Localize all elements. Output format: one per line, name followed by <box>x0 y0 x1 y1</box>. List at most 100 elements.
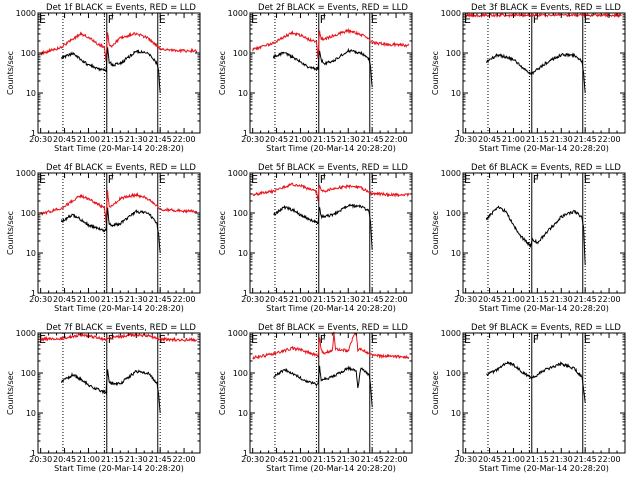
x-tick-label: 20:45 <box>478 455 501 464</box>
y-axis-title: Counts/sec <box>431 51 440 95</box>
x-tick-label: 22:00 <box>385 455 408 464</box>
panel-title: Det 5f BLACK = Events, RED = LLD <box>258 163 408 173</box>
events-series-line <box>60 207 161 254</box>
panel-title: Det 7f BLACK = Events, RED = LLD <box>46 323 196 333</box>
x-axis-title: Start Time (20-Mar-14 20:28:20) <box>54 464 184 473</box>
x-tick-label: 20:45 <box>478 135 501 144</box>
y-tick-label: 1000 <box>441 9 461 18</box>
time-marker-label: E <box>251 13 258 26</box>
y-tick-label: 1000 <box>228 9 248 18</box>
y-tick-label: 1000 <box>16 169 36 178</box>
events-series-line <box>60 369 161 414</box>
x-tick-label: 20:30 <box>29 455 52 464</box>
y-tick-label: 1000 <box>16 9 36 18</box>
x-tick-label: 21:45 <box>149 455 172 464</box>
x-tick-label: 21:00 <box>77 295 100 304</box>
y-tick-label: 10 <box>451 89 461 98</box>
x-tick-label: 21:45 <box>361 455 384 464</box>
x-tick-label: 20:30 <box>29 295 52 304</box>
time-marker-label: F <box>320 333 326 346</box>
x-tick-label: 21:45 <box>361 295 384 304</box>
y-tick-label: 10 <box>451 409 461 418</box>
time-marker-label: E <box>584 13 591 26</box>
x-tick-label: 20:45 <box>53 455 76 464</box>
panel-title: Det 6f BLACK = Events, RED = LLD <box>471 163 621 173</box>
lld-series-line <box>252 27 410 60</box>
x-tick-label: 21:15 <box>526 295 549 304</box>
y-tick-label: 100 <box>21 209 36 218</box>
events-series-line <box>486 360 586 403</box>
lld-series-line <box>40 190 198 224</box>
x-tick-label: 21:15 <box>101 295 124 304</box>
x-tick-label: 22:00 <box>173 135 196 144</box>
x-tick-label: 20:30 <box>454 295 477 304</box>
x-tick-label: 21:30 <box>550 455 573 464</box>
y-tick-label: 1 <box>243 129 248 138</box>
x-tick-label: 21:45 <box>149 295 172 304</box>
x-tick-label: 20:30 <box>241 455 264 464</box>
panel-title: Det 9f BLACK = Events, RED = LLD <box>471 323 621 333</box>
y-tick-label: 100 <box>446 209 461 218</box>
x-axis-title: Start Time (20-Mar-14 20:28:20) <box>479 144 609 153</box>
y-tick-label: 10 <box>238 89 248 98</box>
lld-series-line <box>40 332 198 343</box>
time-marker-label: F <box>533 333 539 346</box>
x-tick-label: 20:45 <box>265 135 288 144</box>
x-axis-title: Start Time (20-Mar-14 20:28:20) <box>54 144 184 153</box>
x-tick-label: 21:00 <box>502 455 525 464</box>
time-marker-label: F <box>108 173 114 186</box>
x-tick-label: 21:15 <box>313 295 336 304</box>
lld-series-line <box>252 331 410 360</box>
time-marker-label: E <box>159 173 166 186</box>
y-axis-title: Counts/sec <box>6 211 15 255</box>
x-axis-title: Start Time (20-Mar-14 20:28:20) <box>266 304 396 313</box>
x-tick-label: 21:00 <box>502 135 525 144</box>
y-axis-title: Counts/sec <box>218 51 227 95</box>
x-tick-label: 21:15 <box>526 135 549 144</box>
y-tick-label: 100 <box>446 49 461 58</box>
plot-frame <box>249 12 413 134</box>
time-marker-label: E <box>584 333 591 346</box>
x-tick-label: 21:30 <box>337 135 360 144</box>
y-tick-label: 1 <box>31 449 36 458</box>
x-tick-label: 20:45 <box>265 455 288 464</box>
time-marker-label: E <box>371 173 378 186</box>
x-tick-label: 21:00 <box>289 295 312 304</box>
y-tick-label: 1 <box>456 289 461 298</box>
events-series-line <box>485 205 586 266</box>
time-marker-label: F <box>320 173 326 186</box>
y-tick-label: 10 <box>451 249 461 258</box>
y-tick-label: 1000 <box>16 329 36 338</box>
time-marker-label: E <box>584 173 591 186</box>
time-marker-label: E <box>371 333 378 346</box>
x-tick-label: 21:30 <box>125 295 148 304</box>
x-tick-label: 21:30 <box>337 295 360 304</box>
y-tick-label: 10 <box>238 249 248 258</box>
x-tick-label: 20:45 <box>53 295 76 304</box>
time-marker-label: E <box>251 173 258 186</box>
x-tick-label: 21:30 <box>550 135 573 144</box>
y-axis-title: Counts/sec <box>218 211 227 255</box>
x-tick-label: 21:00 <box>77 135 100 144</box>
y-axis-title: Counts/sec <box>431 371 440 415</box>
y-tick-label: 1 <box>31 129 36 138</box>
y-tick-label: 1 <box>456 449 461 458</box>
x-tick-label: 22:00 <box>385 295 408 304</box>
x-axis-title: Start Time (20-Mar-14 20:28:20) <box>266 144 396 153</box>
time-marker-label: E <box>464 173 471 186</box>
plot-frame <box>462 332 626 454</box>
x-tick-label: 20:45 <box>265 295 288 304</box>
y-tick-label: 100 <box>21 369 36 378</box>
x-tick-label: 22:00 <box>598 455 621 464</box>
plot-frame <box>37 332 201 454</box>
x-tick-label: 20:30 <box>454 135 477 144</box>
x-tick-label: 22:00 <box>385 135 408 144</box>
x-tick-label: 20:30 <box>241 295 264 304</box>
plot-frame <box>37 12 201 134</box>
